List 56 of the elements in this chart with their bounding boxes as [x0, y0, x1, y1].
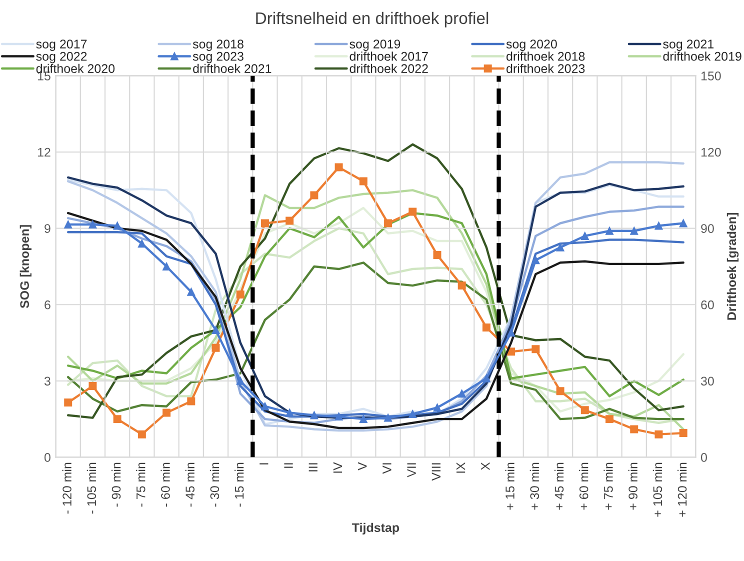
- x-tick-label: II: [284, 463, 293, 468]
- x-tick-label: - 30 min: [210, 462, 220, 507]
- x-tick-label: + 60 min: [579, 462, 588, 510]
- y2-tick-label: 30: [700, 376, 714, 386]
- x-tick-label: VII: [407, 463, 416, 478]
- legend-label: drifthoek 2020: [36, 64, 115, 74]
- x-tick-label: III: [308, 463, 318, 472]
- legend-label: drifthoek 2018: [506, 52, 585, 61]
- x-tick-label: + 15 min: [505, 462, 514, 510]
- x-tick-label: VIII: [432, 463, 440, 481]
- x-tick-label: V: [358, 462, 367, 470]
- legend-label: sog 2021: [663, 40, 714, 51]
- legend-label: sog 2019: [350, 40, 400, 51]
- legend-label: drifthoek 2017: [350, 52, 428, 61]
- x-tick-label: X: [481, 462, 490, 470]
- legend-label: drifthoek 2022: [350, 64, 428, 74]
- x-tick-label: - 45 min: [185, 462, 195, 507]
- legend-label: sog 2022: [36, 52, 87, 64]
- y2-tick-label: 60: [701, 300, 714, 310]
- x-tick-label: - 15 min: [234, 462, 244, 507]
- x-tick-label: + 30 min: [530, 462, 540, 510]
- x-tick-label: VI: [382, 463, 392, 474]
- legend-label: sog 2018: [192, 40, 244, 51]
- y2-tick-label: 0: [700, 453, 707, 462]
- y2-tick-label: 120: [701, 148, 721, 157]
- x-tick-label: + 120 min: [678, 462, 687, 517]
- legend-label: drifthoek 2019: [663, 52, 742, 61]
- y-tick-label: 12: [38, 148, 50, 157]
- y-tick-label: 6: [44, 300, 50, 310]
- x-tick-label: I: [260, 463, 268, 464]
- y2-tick-label: 150: [701, 72, 721, 80]
- x-tick-label: + 105 min: [652, 462, 662, 517]
- x-axis-title: Tijdstap: [352, 522, 400, 535]
- x-tick-label: + 75 min: [604, 462, 613, 510]
- y-tick-label: 3: [44, 376, 50, 386]
- y2-axis-title: Drifthoek [graden]: [726, 213, 739, 320]
- x-tick-label: IV: [333, 462, 342, 473]
- x-tick-label: - 120 min: [62, 462, 72, 514]
- x-tick-label: - 105 min: [86, 462, 96, 514]
- y-tick-label: 15: [38, 72, 50, 80]
- x-tick-label: + 90 min: [628, 462, 638, 510]
- y-tick-label: 9: [44, 224, 50, 233]
- legend-label: sog 2017: [36, 40, 87, 51]
- x-tick-label: IX: [456, 462, 466, 473]
- y-axis-title: SOG [knopen]: [20, 225, 32, 308]
- y2-tick-label: 90: [701, 224, 714, 233]
- x-tick-label: + 45 min: [554, 462, 564, 510]
- y-tick-label: 0: [44, 453, 50, 462]
- x-tick-label: - 60 min: [160, 462, 170, 507]
- x-tick-label: - 75 min: [136, 462, 146, 507]
- legend-label: drifthoek 2021: [193, 64, 272, 74]
- legend-label: drifthoek 2023: [506, 64, 585, 74]
- legend-label: sog 2023: [192, 52, 244, 64]
- x-tick-label: - 90 min: [111, 462, 121, 507]
- legend-label: sog 2020: [506, 40, 557, 51]
- chart-title: Driftsnelheid en drifthoek profiel: [256, 12, 488, 28]
